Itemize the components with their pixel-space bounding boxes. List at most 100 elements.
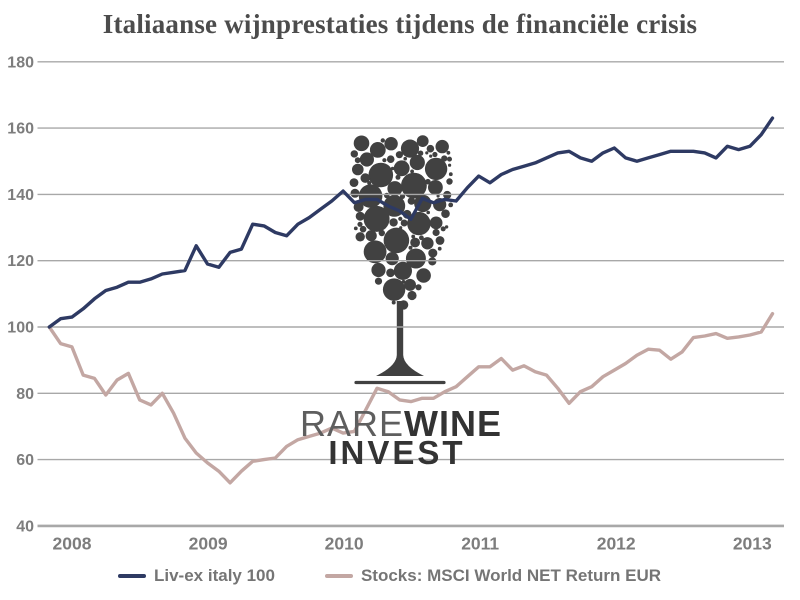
- watermark-bubble: [354, 157, 361, 164]
- watermark-bubble: [407, 290, 417, 301]
- watermark-bubble: [428, 180, 443, 195]
- watermark-bubble: [387, 181, 403, 197]
- watermark-bubble: [401, 279, 406, 284]
- watermark-bubble: [386, 268, 395, 278]
- watermark-brand-line2: INVEST: [328, 434, 465, 471]
- watermark-bubble: [359, 152, 374, 167]
- legend-item-stocks: Stocks: MSCI World NET Return EUR: [324, 566, 662, 586]
- watermark-bubble: [398, 216, 403, 221]
- legend-label-stocks: Stocks: MSCI World NET Return EUR: [360, 566, 662, 585]
- watermark-bubble: [426, 210, 431, 215]
- watermark-bubble: [382, 278, 406, 301]
- watermark-bubble: [448, 202, 454, 208]
- watermark-bubble: [355, 232, 365, 242]
- watermark-bubble: [400, 219, 408, 227]
- watermark-bubble: [349, 178, 359, 188]
- watermark-bubble: [365, 230, 377, 242]
- watermark-bubble: [395, 151, 403, 159]
- x-axis-tick-label: 2012: [597, 534, 636, 554]
- watermark-brand-light: RARE: [300, 403, 404, 444]
- watermark-bubble: [393, 160, 410, 177]
- y-axis-tick-label: 140: [7, 187, 34, 204]
- watermark-bubble: [384, 137, 398, 151]
- watermark-bubble: [446, 178, 453, 185]
- x-axis-tick-label: 2013: [733, 534, 772, 554]
- watermark-bubble: [417, 150, 424, 156]
- watermark-bubble: [411, 234, 416, 239]
- watermark-bubble: [441, 209, 450, 218]
- watermark-bubble: [385, 252, 399, 266]
- watermark-bubble: [410, 237, 420, 248]
- watermark-bubble: [447, 156, 452, 162]
- axis-labels-group: 40 60 80 100 120 140 160 180 2008 2009 2010 2011 201…: [7, 54, 772, 553]
- y-axis-tick-label: 120: [7, 253, 34, 270]
- watermark-bubble: [369, 142, 386, 158]
- watermark-bubble: [446, 150, 451, 155]
- y-axis-tick-label: 180: [7, 54, 34, 71]
- watermark-bubble: [440, 226, 446, 232]
- watermark-bubble: [419, 235, 424, 241]
- watermark-bubble: [410, 169, 414, 174]
- watermark-bubble: [357, 221, 363, 227]
- watermark-bubble: [415, 284, 422, 291]
- watermark-bubble: [390, 166, 395, 171]
- stocks-line-swatch: [324, 574, 353, 578]
- watermark-bubble: [425, 178, 431, 185]
- watermark-bubble: [353, 226, 358, 231]
- watermark-bubble: [435, 139, 449, 154]
- watermark-bubble: [374, 277, 383, 285]
- watermark-bubble: [350, 188, 360, 198]
- watermark-bubble: [421, 237, 434, 250]
- watermark-bubble: [448, 163, 452, 167]
- watermark-bubble: [383, 227, 410, 254]
- y-axis-tick-label: 60: [16, 452, 34, 469]
- watermark-bubble: [416, 268, 431, 283]
- series-lines-group: [47, 116, 775, 485]
- watermark-bubble: [424, 157, 448, 181]
- watermark-bubble: [378, 229, 385, 237]
- watermark-bubble: [367, 181, 372, 185]
- watermark-bubble: [389, 218, 398, 227]
- watermark-bubble: [350, 150, 358, 158]
- watermark-bubble: [435, 236, 445, 245]
- wine-line-swatch: [118, 574, 146, 578]
- y-axis-tick-label: 100: [7, 320, 34, 337]
- watermark-bubble: [408, 245, 413, 250]
- watermark-bubble: [363, 205, 390, 232]
- watermark-bubble: [432, 228, 440, 237]
- legend-item-wine: Liv-ex italy 100: [118, 566, 275, 586]
- watermark-bubble: [363, 240, 387, 264]
- watermark-bubble: [358, 184, 383, 208]
- x-axis-tick-label: 2009: [189, 534, 228, 554]
- watermark-bubble: [399, 226, 403, 230]
- watermark-bubble: [437, 246, 442, 251]
- y-axis-tick-label: 80: [16, 386, 34, 403]
- watermark-bubble: [382, 158, 387, 163]
- watermark-bubble: [401, 172, 427, 199]
- watermark-bubble: [436, 194, 440, 198]
- watermark-bubble: [429, 216, 443, 230]
- watermark-bubble: [444, 225, 449, 229]
- y-axis-tick-label: 160: [7, 121, 34, 138]
- watermark-bubble: [391, 300, 396, 305]
- watermark-bubble: [428, 248, 438, 258]
- watermark-bubble: [407, 197, 416, 205]
- watermark-bubble: [400, 139, 420, 158]
- watermark-bubble: [355, 211, 365, 221]
- watermark-bubble: [429, 154, 433, 158]
- watermark-bubble: [404, 278, 416, 291]
- y-axis-tick-label: 40: [16, 518, 34, 535]
- chart-legend: Liv-ex italy 100 Stocks: MSCI World NET …: [118, 566, 661, 586]
- x-axis-tick-label: 2008: [53, 534, 92, 554]
- watermark-bubble: [380, 138, 385, 143]
- x-axis-tick-label: 2011: [461, 534, 499, 554]
- watermark-bubble: [384, 192, 390, 199]
- watermark-bubble: [416, 135, 429, 148]
- watermark-bubble: [425, 151, 429, 155]
- watermark-bubble: [409, 154, 425, 171]
- watermark-bubble: [386, 155, 395, 163]
- watermark-bubble: [405, 248, 426, 269]
- watermark-bubble: [368, 162, 394, 188]
